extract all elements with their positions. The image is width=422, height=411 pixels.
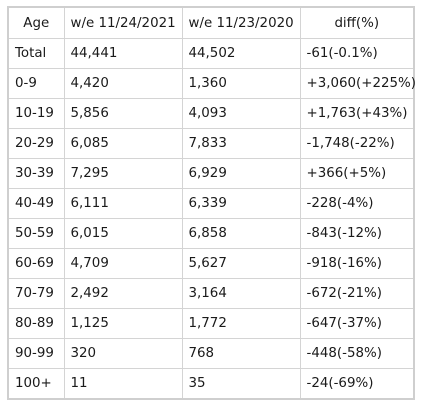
cell-2020: 44,502 xyxy=(181,38,301,69)
cell-diff: -672(-21%) xyxy=(299,278,415,309)
cell-age: Total xyxy=(7,38,65,69)
cell-2020: 4,093 xyxy=(181,98,301,129)
cell-2020: 1,772 xyxy=(181,308,301,339)
cell-2021: 4,709 xyxy=(63,248,183,279)
cell-2020: 3,164 xyxy=(181,278,301,309)
cell-age: 40-49 xyxy=(7,188,65,219)
table-row: 80-89 1,125 1,772 -647(-37%) xyxy=(7,308,415,339)
cell-diff: -448(-58%) xyxy=(299,338,415,369)
cell-age: 0-9 xyxy=(7,68,65,99)
cell-diff: -61(-0.1%) xyxy=(299,38,415,69)
cell-diff: -1,748(-22%) xyxy=(299,128,415,159)
cell-diff: +3,060(+225%) xyxy=(299,68,416,99)
cell-2021: 6,085 xyxy=(63,128,183,159)
cell-2020: 1,360 xyxy=(181,68,301,99)
table-row: 70-79 2,492 3,164 -672(-21%) xyxy=(7,278,415,309)
table-row: 90-99 320 768 -448(-58%) xyxy=(7,338,415,369)
data-table: Age w/e 11/24/2021 w/e 11/23/2020 diff(%… xyxy=(7,6,416,400)
cell-2021: 6,111 xyxy=(63,188,183,219)
cell-2020: 6,929 xyxy=(181,158,301,189)
header-age: Age xyxy=(7,6,65,39)
cell-2021: 7,295 xyxy=(63,158,183,189)
table-row: 100+ 11 35 -24(-69%) xyxy=(7,368,415,400)
cell-2021: 6,015 xyxy=(63,218,183,249)
cell-2021: 1,125 xyxy=(63,308,183,339)
cell-diff: -24(-69%) xyxy=(299,368,415,400)
table-row: 20-29 6,085 7,833 -1,748(-22%) xyxy=(7,128,415,159)
header-week-2021: w/e 11/24/2021 xyxy=(63,6,183,39)
cell-diff: -843(-12%) xyxy=(299,218,415,249)
cell-diff: +1,763(+43%) xyxy=(299,98,415,129)
cell-diff: -918(-16%) xyxy=(299,248,415,279)
cell-age: 90-99 xyxy=(7,338,65,369)
table-row: 40-49 6,111 6,339 -228(-4%) xyxy=(7,188,415,219)
cell-age: 60-69 xyxy=(7,248,65,279)
cell-diff: -647(-37%) xyxy=(299,308,415,339)
cell-2021: 4,420 xyxy=(63,68,183,99)
table-row: 30-39 7,295 6,929 +366(+5%) xyxy=(7,158,415,189)
table-row: 10-19 5,856 4,093 +1,763(+43%) xyxy=(7,98,415,129)
cell-age: 10-19 xyxy=(7,98,65,129)
cell-2021: 2,492 xyxy=(63,278,183,309)
cell-age: 50-59 xyxy=(7,218,65,249)
cell-2021: 5,856 xyxy=(63,98,183,129)
cell-2020: 768 xyxy=(181,338,301,369)
table-row: 50-59 6,015 6,858 -843(-12%) xyxy=(7,218,415,249)
table-row: Total 44,441 44,502 -61(-0.1%) xyxy=(7,38,415,69)
table-row: 60-69 4,709 5,627 -918(-16%) xyxy=(7,248,415,279)
table-row: 0-9 4,420 1,360 +3,060(+225%) xyxy=(7,68,416,99)
cell-age: 70-79 xyxy=(7,278,65,309)
header-row: Age w/e 11/24/2021 w/e 11/23/2020 diff(%… xyxy=(7,6,415,39)
header-diff: diff(%) xyxy=(299,6,415,39)
cell-2020: 6,858 xyxy=(181,218,301,249)
cell-2021: 320 xyxy=(63,338,183,369)
cell-age: 30-39 xyxy=(7,158,65,189)
cell-2021: 11 xyxy=(63,368,183,400)
header-week-2020: w/e 11/23/2020 xyxy=(181,6,301,39)
cell-2020: 6,339 xyxy=(181,188,301,219)
cell-2020: 7,833 xyxy=(181,128,301,159)
cell-2020: 5,627 xyxy=(181,248,301,279)
cell-age: 20-29 xyxy=(7,128,65,159)
cell-age: 100+ xyxy=(7,368,65,400)
cell-diff: +366(+5%) xyxy=(299,158,415,189)
cell-2020: 35 xyxy=(181,368,301,400)
cell-diff: -228(-4%) xyxy=(299,188,415,219)
cell-age: 80-89 xyxy=(7,308,65,339)
cell-2021: 44,441 xyxy=(63,38,183,69)
